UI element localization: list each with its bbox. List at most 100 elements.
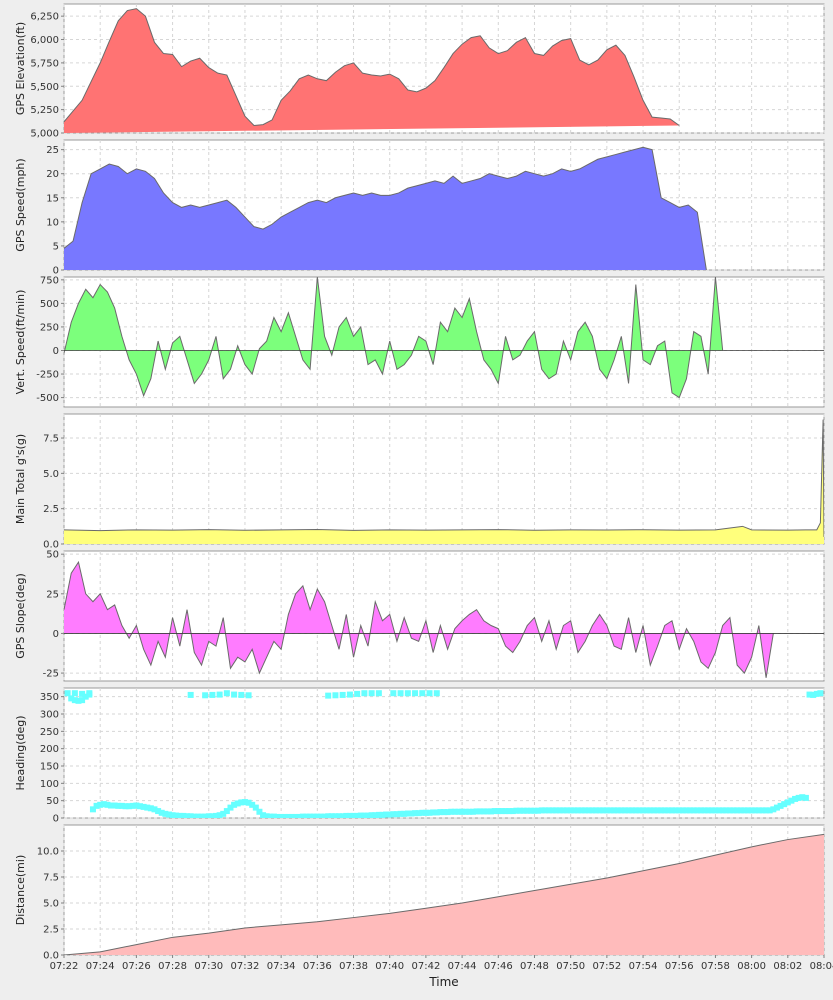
elevation-ylabel: GPS Elevation(ft) (14, 22, 27, 115)
heading-point (556, 807, 563, 814)
heading-point (585, 807, 592, 814)
g-force-ytick-label: 0.0 (43, 540, 59, 551)
elevation-area-fill (64, 8, 680, 133)
heading-point (524, 807, 531, 814)
heading-point (151, 806, 158, 813)
heading-point (162, 810, 169, 817)
heading-point (241, 799, 248, 806)
heading-point (303, 813, 310, 818)
heading-point (781, 801, 788, 808)
distance-ylabel: Distance(mi) (14, 855, 27, 925)
heading-point (437, 809, 444, 816)
heading-point (415, 810, 422, 817)
heading-point (600, 807, 607, 814)
heading-point (596, 807, 603, 814)
heading-ytick-label: 50 (46, 796, 59, 807)
heading-point (730, 807, 737, 814)
heading-point (404, 690, 411, 697)
g-force-area-line (64, 419, 824, 537)
heading-point (564, 807, 571, 814)
heading-point (86, 691, 93, 698)
heading-point (234, 800, 241, 807)
heading-point (328, 813, 335, 818)
heading-point (379, 811, 386, 818)
heading-point (480, 808, 487, 815)
heading-point (227, 804, 234, 811)
heading-point (574, 807, 581, 814)
elevation-ytick-label: 5,500 (30, 82, 59, 93)
heading-point (636, 807, 643, 814)
heading-ytick-label: 150 (40, 762, 59, 773)
xtick-label: 07:58 (701, 961, 730, 972)
heading-point (393, 811, 400, 818)
heading-point (104, 801, 111, 808)
heading-point (788, 797, 795, 804)
vert-speed-ytick-label: 750 (40, 275, 59, 286)
heading-point (687, 807, 694, 814)
elevation-ytick-label: 5,250 (30, 105, 59, 116)
heading-point (806, 691, 813, 698)
xtick-label: 07:48 (520, 961, 549, 972)
speed-area-fill (64, 147, 707, 270)
heading-point (350, 812, 357, 818)
heading-point (216, 691, 223, 698)
vert-speed-area-fill (64, 277, 723, 398)
heading-point (578, 807, 585, 814)
speed-ytick-label: 20 (46, 169, 59, 180)
heading-point (191, 813, 198, 818)
heading-point (285, 813, 292, 818)
heading-point (93, 802, 100, 809)
heading-point (669, 807, 675, 814)
xtick-label: 07:44 (448, 961, 477, 972)
heading-point (75, 697, 82, 704)
distance-ytick-label: 2.5 (43, 925, 59, 936)
heading-point (187, 813, 194, 818)
heading-point (184, 813, 191, 818)
speed-area-line (64, 146, 707, 270)
heading-point (260, 812, 267, 818)
heading-point (339, 813, 346, 818)
heading-point (441, 809, 447, 816)
heading-point (223, 690, 230, 697)
xtick-label: 07:36 (303, 961, 332, 972)
heading-point (79, 690, 86, 697)
xtick-label: 08:04 (810, 961, 833, 972)
heading-point (705, 807, 712, 814)
heading-point (71, 690, 78, 697)
heading-point (71, 697, 78, 704)
heading-point (231, 691, 238, 698)
heading-point (263, 813, 270, 818)
heading-point (571, 807, 578, 814)
heading-point (180, 812, 187, 818)
heading-point (249, 801, 256, 808)
heading-point (553, 807, 560, 814)
heading-point (346, 812, 353, 818)
xtick-label: 07:32 (231, 961, 260, 972)
heading-point (629, 807, 636, 814)
distance-area-line (64, 833, 824, 955)
heading-point (632, 807, 639, 814)
heading-point (560, 807, 567, 814)
heading-point (169, 812, 176, 818)
heading-point (176, 812, 183, 818)
heading-ytick-label: 250 (40, 727, 59, 738)
heading-point (444, 809, 451, 816)
heading-ytick-label: 200 (40, 744, 59, 755)
heading-point (205, 813, 212, 818)
heading-point (734, 807, 741, 814)
heading-point (64, 690, 71, 697)
heading-point (466, 808, 473, 815)
heading-point (625, 807, 632, 814)
heading-point (314, 813, 321, 818)
heading-point (281, 813, 288, 818)
xtick-label: 07:52 (592, 961, 621, 972)
heading-point (343, 812, 350, 818)
heading-point (654, 807, 661, 814)
heading-point (122, 803, 129, 810)
xtick-label: 07:22 (50, 961, 79, 972)
elevation-ytick-label: 6,250 (30, 12, 59, 23)
heading-point (784, 799, 791, 806)
slope-plot-area (63, 550, 825, 682)
heading-point (690, 807, 697, 814)
